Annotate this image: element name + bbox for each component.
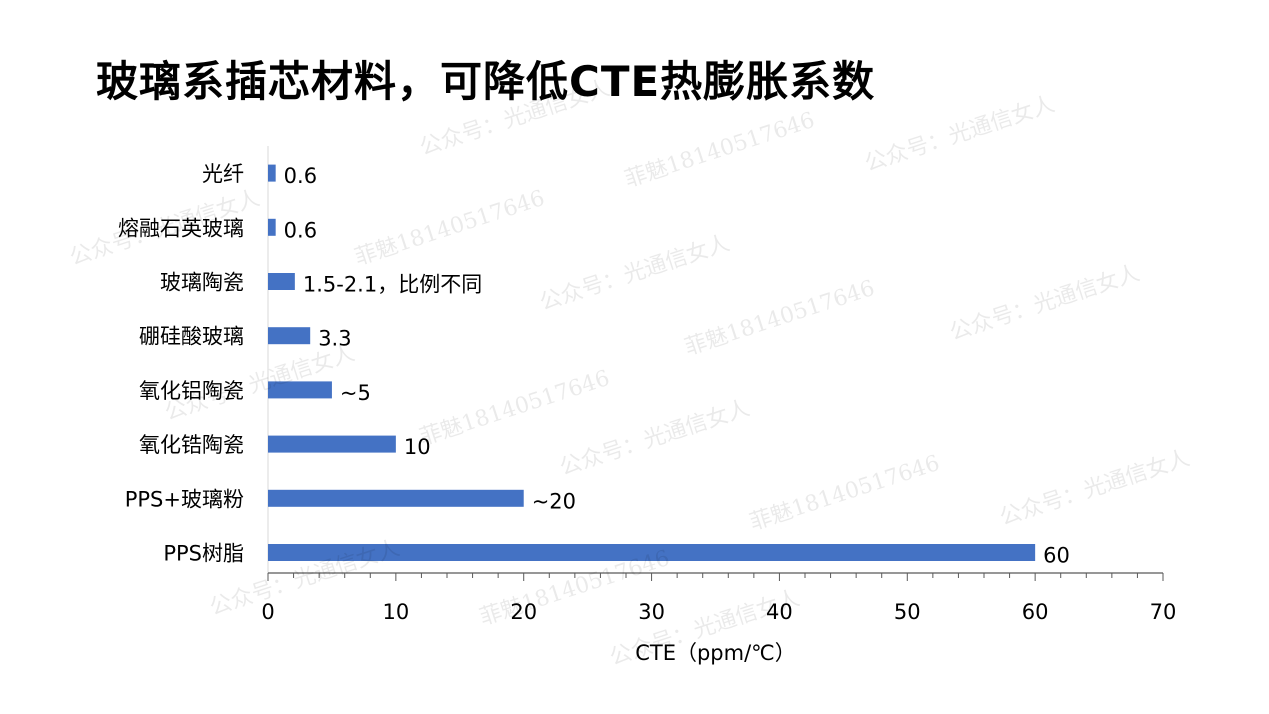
x-axis-title: CTE（ppm/℃） bbox=[635, 641, 796, 665]
data-label: ~20 bbox=[532, 489, 576, 513]
bar-7 bbox=[268, 544, 1036, 561]
bar-0 bbox=[268, 164, 276, 182]
bar-3 bbox=[268, 327, 311, 345]
data-label: 0.6 bbox=[284, 164, 317, 188]
x-tick-label: 50 bbox=[894, 600, 921, 624]
data-label: 3.3 bbox=[318, 327, 351, 351]
data-label: 10 bbox=[404, 435, 431, 459]
x-tick-label: 10 bbox=[382, 600, 409, 624]
x-tick-label: 60 bbox=[1022, 600, 1049, 624]
data-label: 0.6 bbox=[284, 218, 317, 242]
bar-6 bbox=[268, 489, 524, 507]
category-label: PPS树脂 bbox=[163, 542, 244, 566]
category-label: 氧化锆陶瓷 bbox=[139, 433, 244, 457]
bar-1 bbox=[268, 218, 276, 236]
category-label: 玻璃陶瓷 bbox=[160, 271, 244, 295]
data-label: ~5 bbox=[340, 381, 371, 405]
category-label: PPS+玻璃粉 bbox=[125, 487, 244, 511]
bar-5 bbox=[268, 435, 396, 453]
x-tick-label: 20 bbox=[510, 600, 537, 624]
x-tick-label: 0 bbox=[261, 600, 274, 624]
x-tick-label: 30 bbox=[638, 600, 665, 624]
category-label: 硼硅酸玻璃 bbox=[139, 325, 244, 349]
bar-2 bbox=[268, 273, 295, 290]
data-label: 60 bbox=[1043, 544, 1070, 568]
x-tick-label: 70 bbox=[1150, 600, 1177, 624]
category-label: 光纤 bbox=[202, 162, 244, 186]
category-label: 氧化铝陶瓷 bbox=[139, 379, 244, 403]
category-label: 熔融石英玻璃 bbox=[118, 216, 244, 240]
slide-title: 玻璃系插芯材料，可降低CTE热膨胀系数 bbox=[96, 57, 876, 106]
data-label: 1.5-2.1，比例不同 bbox=[303, 273, 482, 297]
bar-4 bbox=[268, 381, 332, 399]
x-tick-label: 40 bbox=[766, 600, 793, 624]
